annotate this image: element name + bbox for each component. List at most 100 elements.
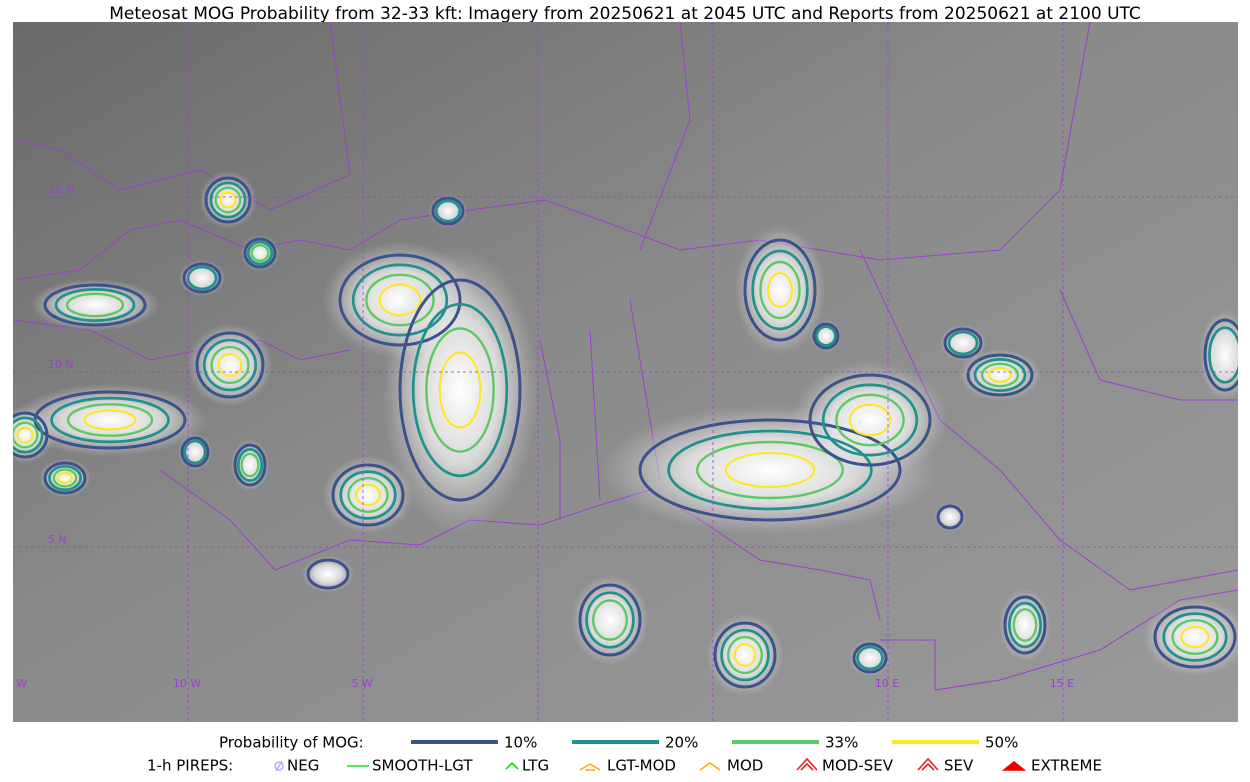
contour — [66, 403, 154, 437]
contour — [43, 461, 87, 495]
contour — [13, 411, 49, 459]
legend-entry: MOD — [727, 757, 763, 775]
contour — [57, 471, 73, 485]
contour — [52, 468, 78, 488]
contour — [943, 327, 983, 359]
contour — [338, 253, 462, 347]
contour — [638, 418, 902, 522]
contour — [13, 421, 39, 449]
lat-label: 5 N — [48, 533, 67, 546]
contour — [767, 271, 793, 309]
lon-label: 15 E — [1050, 677, 1074, 690]
contour — [204, 176, 252, 224]
contour — [973, 358, 1027, 392]
contour — [365, 273, 435, 327]
cloud — [13, 383, 208, 457]
contour — [411, 302, 509, 478]
contour — [209, 181, 247, 219]
contour — [1171, 619, 1219, 656]
cloud — [706, 613, 784, 697]
contour — [240, 452, 260, 478]
contour — [351, 263, 449, 337]
contour — [720, 628, 770, 682]
contour — [434, 199, 462, 223]
lon-label: 10 E — [875, 677, 899, 690]
contour — [936, 504, 964, 530]
contour — [13, 416, 44, 454]
contour — [378, 283, 422, 317]
contour — [696, 440, 845, 500]
contour — [83, 409, 137, 431]
title: Meteosat MOG Probability from 32-33 kft:… — [109, 4, 1141, 24]
lon-label: 5 W — [351, 677, 372, 690]
contour — [966, 353, 1034, 397]
contour — [1203, 318, 1238, 392]
pirep-icon — [917, 757, 939, 771]
contour — [183, 439, 207, 465]
contour — [585, 591, 635, 649]
contour — [214, 186, 242, 214]
contour — [16, 426, 34, 444]
legend-entry: SMOOTH-LGT — [372, 757, 473, 775]
legend-entry: 20% — [665, 734, 698, 752]
pirep-icon — [796, 757, 818, 771]
contour — [431, 196, 465, 226]
contour — [713, 621, 777, 689]
legend-entry: 33% — [825, 734, 858, 752]
contour — [578, 583, 642, 657]
cloud — [999, 588, 1051, 662]
contour — [425, 327, 495, 453]
contour — [812, 322, 840, 350]
cloud — [792, 361, 948, 479]
contour — [821, 383, 919, 457]
lon-label: 10 W — [173, 677, 201, 690]
contour — [250, 243, 270, 263]
contour — [724, 451, 816, 489]
contour — [592, 599, 629, 641]
contour — [246, 240, 274, 266]
contour — [743, 238, 817, 342]
legend-entry: LTG — [522, 757, 549, 775]
contour — [988, 367, 1012, 383]
contour — [217, 353, 243, 377]
contour — [243, 237, 277, 269]
contour — [667, 429, 873, 511]
contour — [347, 477, 389, 514]
cloud — [1199, 309, 1238, 401]
lat-label: 15 N — [48, 183, 74, 196]
contour — [808, 373, 932, 467]
contour — [438, 351, 482, 429]
legend-entry: 50% — [985, 734, 1018, 752]
cloud — [1143, 598, 1238, 676]
pirep-icon — [1001, 760, 1027, 771]
contour — [1180, 625, 1210, 649]
contour — [43, 283, 147, 327]
cloud — [30, 279, 160, 331]
pirep-icon — [505, 761, 519, 770]
contour — [195, 331, 265, 399]
pirep-icon — [699, 762, 721, 771]
contour — [398, 278, 522, 502]
contour — [233, 443, 267, 487]
legend-entry: EXTREME — [1031, 757, 1102, 775]
contour — [182, 262, 222, 294]
contour — [54, 288, 136, 322]
contour — [186, 265, 218, 291]
contour — [1208, 326, 1238, 384]
contour — [236, 448, 264, 482]
contour — [1153, 605, 1237, 669]
legend-label: Probability of MOG: — [219, 734, 364, 752]
contour — [835, 393, 905, 447]
contour — [856, 645, 884, 671]
contour — [339, 470, 397, 520]
cloud — [958, 349, 1042, 401]
contour — [210, 345, 250, 385]
legend-label: 1-h PIREPS: — [147, 757, 233, 775]
contour — [180, 436, 210, 468]
contour — [848, 403, 892, 437]
contour — [1008, 601, 1042, 649]
legend-entry: LGT-MOD — [607, 757, 676, 775]
contour — [815, 325, 837, 347]
contour — [355, 483, 381, 507]
